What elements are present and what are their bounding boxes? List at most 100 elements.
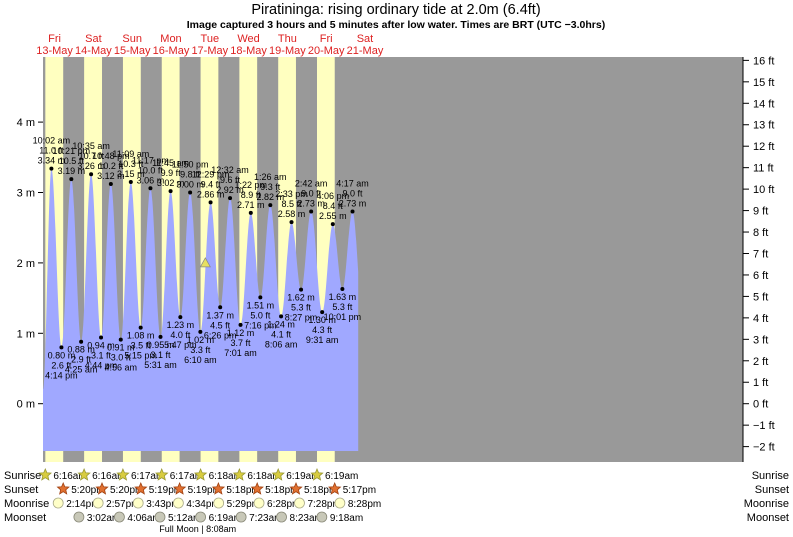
day-name-label: Tue bbox=[201, 33, 220, 45]
sunset-label-left: Sunset bbox=[4, 484, 38, 496]
high-tide-feet: 9.0 ft bbox=[343, 189, 364, 199]
high-tide-meters: 2.92 m bbox=[216, 185, 244, 195]
high-tide-meters: 3.15 m bbox=[117, 169, 145, 179]
day-date-label: 14-May bbox=[75, 45, 112, 57]
high-tide-feet: 8.4 ft bbox=[323, 201, 344, 211]
high-tide-meters: 3.02 m bbox=[157, 178, 185, 188]
tide-extreme-point bbox=[59, 345, 64, 350]
low-tide-feet: 5.0 ft bbox=[250, 310, 271, 320]
sun-star-icon bbox=[211, 481, 226, 495]
sun-star-icon bbox=[38, 467, 52, 481]
low-tide-feet: 3.0 ft bbox=[111, 353, 132, 363]
chart-title: Piratininga: rising ordinary tide at 2.0… bbox=[251, 2, 540, 18]
day-name-label: Sat bbox=[357, 33, 374, 45]
moonrise-icon bbox=[92, 497, 104, 509]
day-date-label: 16-May bbox=[153, 45, 190, 57]
sun-star-icon bbox=[271, 467, 285, 481]
moonrise-icon bbox=[213, 497, 225, 509]
low-tide-time: 4:25 am bbox=[65, 365, 98, 375]
low-tide-meters: 1.30 m bbox=[308, 315, 336, 325]
moonrise-label-right: Moonrise bbox=[744, 498, 789, 510]
high-tide-time: 12:29 pm bbox=[192, 169, 230, 179]
sun-star-icon bbox=[232, 467, 247, 481]
tide-extreme-point bbox=[49, 166, 54, 171]
high-tide-feet: 9.8 ft bbox=[180, 170, 201, 180]
almanac: Sunrise Sunrise Sunset Sunset Moonrise Moonri… bbox=[4, 467, 789, 534]
moonset-time: 3:02am bbox=[87, 513, 120, 524]
sunrise-time: 6:19am bbox=[286, 471, 319, 482]
moonrise-icon bbox=[132, 497, 144, 509]
sunset-time: 5:20pm bbox=[110, 485, 143, 496]
tide-extreme-point bbox=[248, 210, 253, 215]
low-tide-meters: 0.88 m bbox=[67, 345, 95, 355]
tide-extreme-point bbox=[268, 203, 273, 208]
y-right-tick-label: 4 ft bbox=[753, 313, 768, 325]
low-tide-meters: 0.80 m bbox=[48, 350, 76, 360]
low-tide-feet: 2.6 ft bbox=[51, 360, 72, 370]
tide-extreme-point bbox=[99, 335, 104, 340]
y-right-tick-label: 7 ft bbox=[753, 248, 768, 260]
tide-extreme-point bbox=[350, 209, 355, 214]
high-tide-feet: 10.3 ft bbox=[118, 159, 144, 169]
low-tide-feet: 3.1 ft bbox=[91, 351, 112, 361]
tide-extreme-point bbox=[320, 310, 325, 315]
y-left-tick-label: 4 m bbox=[17, 117, 35, 129]
sunrise-time: 6:17am bbox=[170, 471, 203, 482]
day-date-label: 18-May bbox=[230, 45, 267, 57]
moonrise-time: 4:34pm bbox=[186, 499, 219, 510]
sun-star-icon bbox=[154, 467, 169, 481]
low-tide-meters: 1.37 m bbox=[206, 310, 234, 320]
tide-extreme-point bbox=[258, 295, 263, 300]
tide-extreme-point bbox=[138, 325, 143, 330]
high-tide-meters: 3.19 m bbox=[58, 166, 86, 176]
moonrise-label-left: Moonrise bbox=[4, 498, 49, 510]
high-tide-meters: 2.73 m bbox=[339, 199, 367, 209]
sunrise-label-right: Sunrise bbox=[752, 470, 789, 482]
sun-star-icon bbox=[327, 481, 342, 495]
y-right-tick-label: 2 ft bbox=[753, 356, 768, 368]
moonset-icon bbox=[114, 511, 125, 523]
tide-extreme-point bbox=[289, 220, 294, 225]
day-name-label: Thu bbox=[278, 33, 297, 45]
tide-extreme-point bbox=[79, 339, 84, 344]
high-tide-feet: 9.9 ft bbox=[161, 168, 182, 178]
moonset-time: 6:19am bbox=[209, 513, 242, 524]
tide-extreme-point bbox=[168, 189, 173, 194]
moonrise-time: 8:28pm bbox=[348, 499, 381, 510]
moonset-time: 5:12am bbox=[168, 513, 201, 524]
current-tide-marker bbox=[199, 257, 211, 268]
low-tide-meters: 0.95 m bbox=[147, 340, 175, 350]
moonset-icon bbox=[316, 511, 328, 523]
low-tide-feet: 4.0 ft bbox=[170, 330, 191, 340]
moonset-label-left: Moonset bbox=[4, 512, 46, 524]
high-tide-time: 1:26 am bbox=[254, 172, 287, 182]
low-tide-time: 4:14 pm bbox=[45, 370, 78, 380]
y-right-tick-label: 13 ft bbox=[753, 120, 774, 132]
low-tide-time: 4:44 pm bbox=[85, 361, 118, 371]
sun-star-icon bbox=[116, 467, 130, 481]
y-right-tick-label: −1 ft bbox=[753, 420, 775, 432]
day-date-label: 19-May bbox=[269, 45, 306, 57]
sunrise-time: 6:17am bbox=[131, 471, 164, 482]
low-tide-time: 5:31 am bbox=[144, 360, 177, 370]
high-tide-time: 10:48 pm bbox=[92, 151, 130, 161]
moonrise-time: 2:57pm bbox=[106, 499, 139, 510]
low-tide-meters: 1.63 m bbox=[329, 292, 357, 302]
tide-extreme-point bbox=[309, 209, 314, 214]
day-name-label: Fri bbox=[48, 33, 61, 45]
low-tide-feet: 3.5 ft bbox=[131, 341, 152, 351]
tide-extreme-point bbox=[118, 337, 123, 342]
moonrise-icon bbox=[294, 497, 305, 509]
tide-extreme-point bbox=[178, 315, 183, 320]
y-left-tick-label: 1 m bbox=[17, 328, 35, 340]
y-right-tick-label: 0 ft bbox=[753, 399, 768, 411]
high-tide-feet: 9.0 ft bbox=[301, 189, 322, 199]
y-right-tick-label: 8 ft bbox=[753, 227, 768, 239]
tide-extreme-point bbox=[158, 334, 163, 339]
day-name-label: Mon bbox=[160, 33, 181, 45]
low-tide-feet: 4.1 ft bbox=[271, 329, 292, 339]
high-tide-time: 4:06 pm bbox=[317, 191, 350, 201]
sunset-time: 5:18pm bbox=[226, 485, 259, 496]
